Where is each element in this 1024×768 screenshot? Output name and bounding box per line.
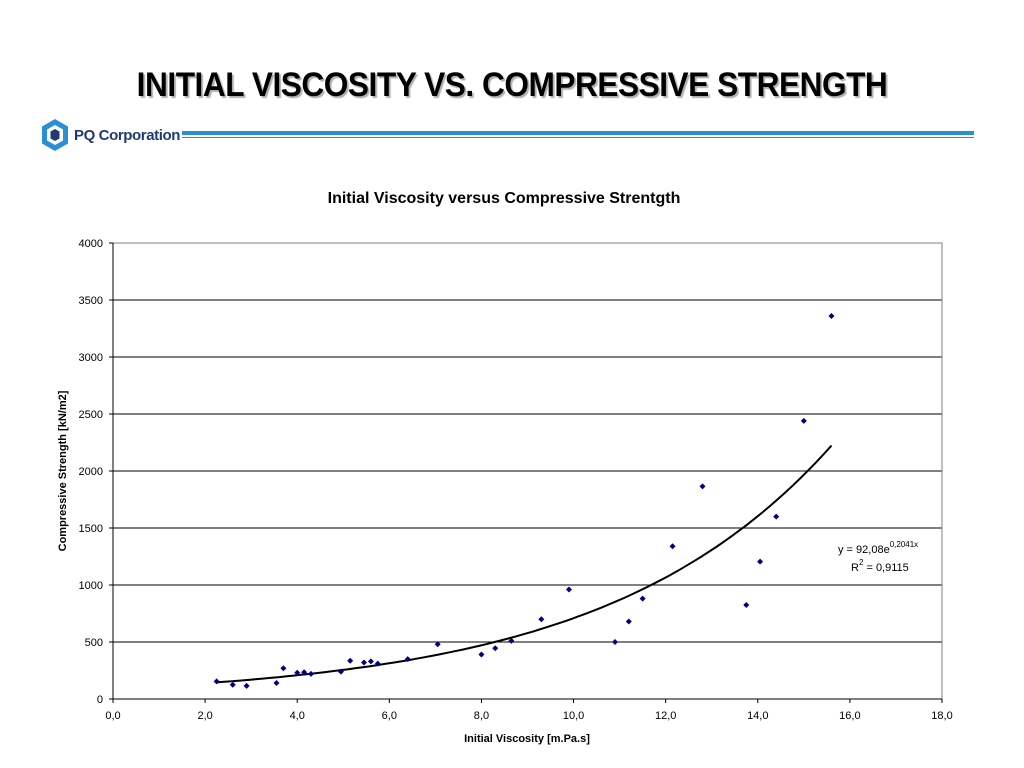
r2-exponent: 2 [859, 558, 864, 567]
y-tick-label: 1500 [79, 523, 103, 535]
data-point [367, 658, 374, 665]
y-tick-label: 3500 [79, 295, 103, 307]
data-point [337, 668, 344, 675]
y-tick-label: 3000 [79, 352, 103, 364]
header-rule-thin [182, 137, 974, 138]
data-point [743, 601, 750, 608]
data-point [757, 558, 764, 565]
data-point [492, 645, 499, 652]
y-tick-label: 0 [97, 694, 103, 706]
equation-exponent: 0,2041x [890, 540, 918, 549]
x-tick-label: 0,0 [105, 710, 120, 722]
x-tick-label: 8,0 [474, 710, 489, 722]
r2-prefix: R [851, 562, 859, 574]
data-point [374, 660, 381, 667]
x-tick-label: 4,0 [290, 710, 305, 722]
data-point [639, 595, 646, 602]
data-point [308, 670, 315, 677]
data-point [347, 657, 354, 664]
data-point [538, 616, 545, 623]
pq-logo-icon [42, 119, 68, 151]
data-point [565, 586, 572, 593]
data-point [404, 656, 411, 663]
x-axis-label: Initial Viscosity [m.Pa.s] [464, 733, 590, 745]
data-point [280, 665, 287, 672]
logo-text: PQ Corporation [74, 126, 181, 144]
data-point [508, 637, 515, 644]
y-axis-ticks: 0 500 1000 1500 2000 2500 3000 3500 4000 [79, 238, 113, 706]
data-point [612, 639, 619, 645]
trendline-equation: y = 92,08e0,2041x [838, 540, 918, 556]
data-point [669, 543, 676, 550]
data-point [361, 659, 368, 666]
trendline [216, 444, 833, 684]
data-point [294, 669, 301, 676]
y-tick-label: 1000 [79, 580, 103, 592]
data-point [773, 513, 780, 520]
y-tick-label: 2500 [79, 409, 103, 421]
data-point [625, 618, 632, 625]
x-tick-label: 14,0 [747, 710, 768, 722]
x-axis-ticks: 0,0 2,0 4,0 6,0 8,0 10,0 12,0 14,0 16,0 18,0 [105, 699, 953, 722]
header-rule [182, 131, 974, 135]
x-tick-label: 12,0 [655, 710, 676, 722]
equation-prefix: y = 92,08e [838, 544, 890, 556]
trendline-r2: R2 = 0,9115 [851, 558, 909, 574]
x-tick-label: 2,0 [197, 710, 212, 722]
x-tick-label: 10,0 [563, 710, 584, 722]
y-tick-label: 4000 [79, 238, 103, 250]
data-points [213, 312, 835, 689]
data-point [213, 678, 220, 685]
slide-title: INITIAL VISCOSITY VS. COMPRESSIVE STRENG… [136, 66, 888, 104]
r2-value: = 0,9115 [863, 562, 908, 574]
pq-corporation-logo: PQ Corporation [40, 118, 180, 152]
x-tick-label: 16,0 [839, 710, 860, 722]
data-point [229, 681, 236, 688]
data-point [828, 312, 835, 319]
chart-title: Initial Viscosity versus Compressive Str… [328, 190, 681, 207]
data-point [699, 483, 706, 490]
data-point [434, 641, 441, 648]
y-tick-label: 500 [85, 637, 103, 649]
data-point [243, 682, 250, 689]
x-tick-label: 6,0 [382, 710, 397, 722]
data-point [273, 680, 280, 687]
data-point [301, 669, 308, 676]
data-point [478, 651, 485, 658]
y-axis-label: Compressive Strength [kN/m2] [57, 390, 69, 551]
x-tick-label: 18,0 [931, 710, 952, 722]
y-tick-label: 2000 [79, 466, 103, 478]
chart-grid [113, 242, 942, 643]
data-point [800, 417, 807, 424]
